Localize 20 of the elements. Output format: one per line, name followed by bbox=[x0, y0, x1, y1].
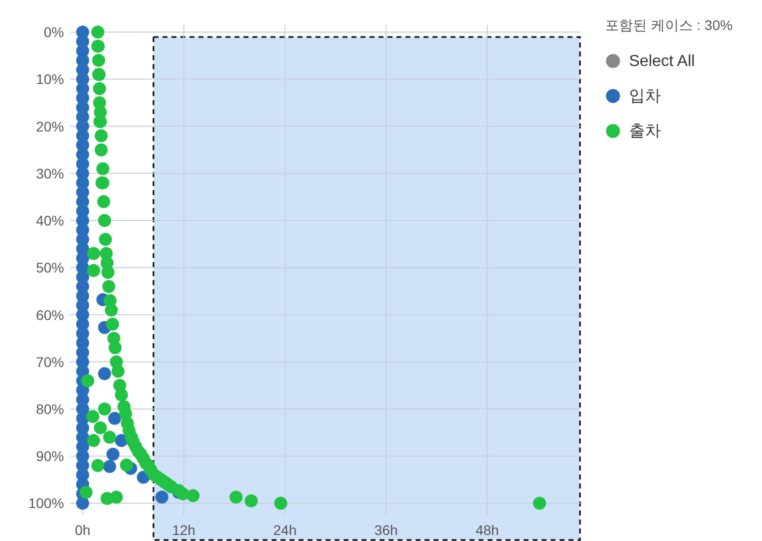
y-tick-label: 0% bbox=[44, 24, 64, 40]
y-tick-label: 30% bbox=[36, 165, 64, 182]
y-tick-label: 60% bbox=[36, 306, 64, 323]
legend-label: Select All bbox=[629, 53, 695, 70]
legend-label: 입차 bbox=[629, 88, 661, 105]
x-tick-label: 12h bbox=[172, 522, 196, 538]
y-tick-label: 10% bbox=[36, 71, 64, 88]
y-tick-label: 40% bbox=[36, 212, 64, 229]
x-tick-label: 36h bbox=[374, 522, 398, 538]
y-tick-label: 90% bbox=[36, 448, 64, 464]
y-tick-label: 70% bbox=[36, 354, 64, 370]
y-tick-label: 80% bbox=[36, 400, 64, 417]
y-tick-label: 100% bbox=[28, 495, 64, 512]
x-tick-label: 0h bbox=[74, 522, 90, 538]
x-tick-label: 48h bbox=[476, 522, 499, 538]
legend-title: 포함된 케이스 : 30% bbox=[605, 17, 733, 33]
x-tick-label: 24h bbox=[273, 522, 297, 538]
y-tick-label: 50% bbox=[36, 260, 64, 276]
legend-label: 출차 bbox=[629, 123, 661, 140]
y-tick-label: 20% bbox=[36, 118, 64, 134]
